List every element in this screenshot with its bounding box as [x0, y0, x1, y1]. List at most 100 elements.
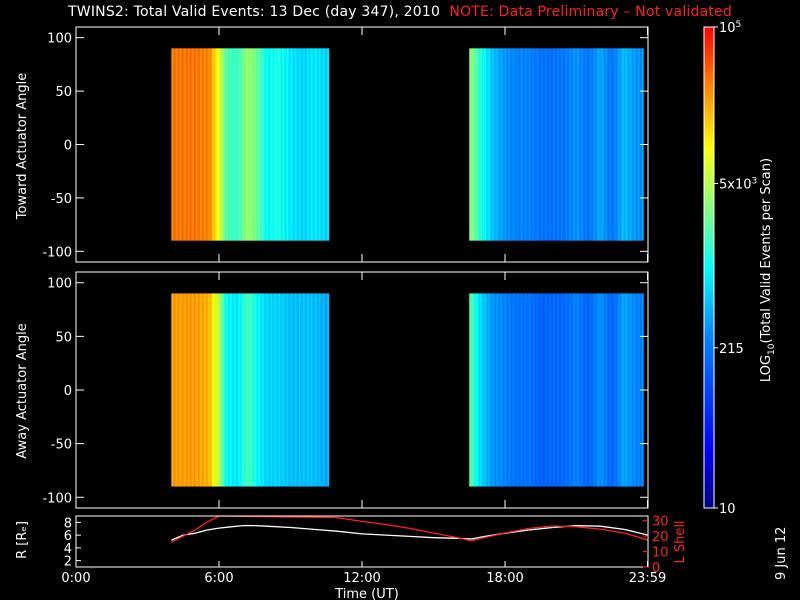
heatmap-cell — [532, 48, 535, 241]
heatmap-cell — [230, 293, 233, 487]
heatmap-cell — [230, 48, 233, 241]
heatmap-cell — [570, 293, 573, 487]
heatmap-cell — [286, 48, 289, 241]
radius-line-segment — [600, 525, 625, 531]
heatmap-cell — [611, 293, 613, 487]
heatmap-cell — [258, 293, 261, 487]
lshell-line-segment — [576, 526, 601, 530]
heatmap-cell — [244, 293, 246, 487]
heatmap-cell — [241, 293, 244, 487]
y-tick-label: -50 — [51, 438, 72, 453]
heatmap-cell — [637, 48, 639, 241]
heatmap-cell — [499, 293, 501, 487]
heatmap-cell — [591, 48, 594, 241]
heatmap-cell — [544, 293, 547, 487]
heatmap-cell — [210, 48, 213, 241]
heatmap-cell — [474, 293, 476, 487]
heatmap-cell — [308, 293, 311, 487]
heatmap-cell — [320, 293, 322, 487]
heatmap-cell — [278, 293, 281, 487]
lshell-line-segment — [504, 527, 529, 534]
heatmap-cell — [309, 48, 312, 241]
heatmap-cell — [179, 293, 182, 487]
x-tick-label: 0:00 — [61, 571, 90, 586]
panel-background — [76, 516, 648, 567]
heatmap-cell — [617, 293, 619, 487]
heatmap-cell — [322, 48, 325, 241]
lshell-line-segment — [457, 536, 472, 542]
heatmap-cell — [249, 48, 252, 241]
heatmap-cell — [564, 48, 567, 241]
heatmap-cell — [198, 293, 201, 487]
heatmap-cell — [482, 293, 485, 487]
heatmap-cell — [247, 293, 250, 487]
heatmap-cell — [240, 293, 243, 487]
heatmap-cell — [614, 48, 617, 241]
y-tick-label: 2 — [64, 555, 72, 570]
heatmap-cell — [535, 48, 538, 241]
heatmap-cell — [178, 293, 181, 487]
heatmap-cell — [582, 48, 585, 241]
y-tick-label: 50 — [55, 85, 72, 100]
heatmap-cell — [309, 293, 312, 487]
title-main: TWINS2: Total Valid Events: 13 Dec (day … — [68, 4, 441, 20]
y-right-tick-label: 20 — [652, 530, 669, 545]
heatmap-cell — [252, 293, 255, 487]
heatmap-cell — [576, 293, 579, 487]
heatmap-cell — [249, 293, 252, 487]
heatmap-cell — [563, 48, 566, 241]
heatmap-cell — [624, 293, 626, 487]
heatmap-cell — [219, 293, 221, 487]
heatmap-cell — [588, 48, 591, 241]
heatmap-cell — [271, 48, 274, 241]
heatmap-cell — [254, 48, 257, 241]
heatmap-cell — [477, 293, 480, 487]
heatmap-cell — [622, 48, 625, 241]
heatmap-cell — [564, 293, 567, 487]
heatmap-cell — [266, 48, 269, 241]
heatmap-cell — [538, 293, 541, 487]
heatmap-cell — [608, 293, 611, 487]
y-tick-label: 0 — [64, 384, 72, 399]
heatmap-cell — [633, 48, 636, 241]
heatmap-cell — [611, 48, 613, 241]
heatmap-cell — [577, 293, 580, 487]
heatmap-cell — [507, 293, 510, 487]
heatmap-cell — [277, 48, 280, 241]
heatmap-cell — [240, 48, 243, 241]
heatmap-cell — [587, 293, 589, 487]
heatmap-cell — [478, 293, 481, 487]
heatmap-cell — [220, 48, 222, 241]
heatmap-cell — [255, 293, 258, 487]
heatmap-cell — [583, 48, 586, 241]
heatmap-cell — [553, 48, 556, 241]
y-tick-label: 8 — [64, 516, 72, 531]
heatmap-cell — [282, 293, 284, 487]
footer-date: 9 Jun 12 — [774, 527, 789, 580]
heatmap-cell — [509, 48, 512, 241]
heatmap-cell — [561, 293, 563, 487]
heatmap-cell — [193, 293, 196, 487]
heatmap-cell — [321, 48, 324, 241]
heatmap-cell — [292, 48, 295, 241]
heatmap-cell — [276, 293, 278, 487]
heatmap-cell — [246, 48, 249, 241]
heatmap-cell — [518, 48, 520, 241]
heatmap-cell — [314, 48, 317, 241]
heatmap-cell — [525, 48, 527, 241]
heatmap-cell — [313, 293, 315, 487]
heatmap-cell — [565, 48, 568, 241]
heatmap-cell — [491, 48, 494, 241]
radius-line-segment — [314, 528, 339, 532]
heatmap-cell — [470, 293, 473, 487]
heatmap-cell — [543, 48, 545, 241]
colorbar-tick-label: 10 — [719, 502, 736, 517]
heatmap-cell — [176, 48, 178, 241]
y-tick-label: -100 — [42, 245, 72, 260]
heatmap-cell — [264, 293, 266, 487]
heatmap-cell — [179, 48, 182, 241]
y-tick-label: 50 — [55, 330, 72, 345]
heatmap-cell — [493, 293, 495, 487]
heatmap-cell — [541, 293, 544, 487]
radius-line-segment — [624, 528, 649, 536]
